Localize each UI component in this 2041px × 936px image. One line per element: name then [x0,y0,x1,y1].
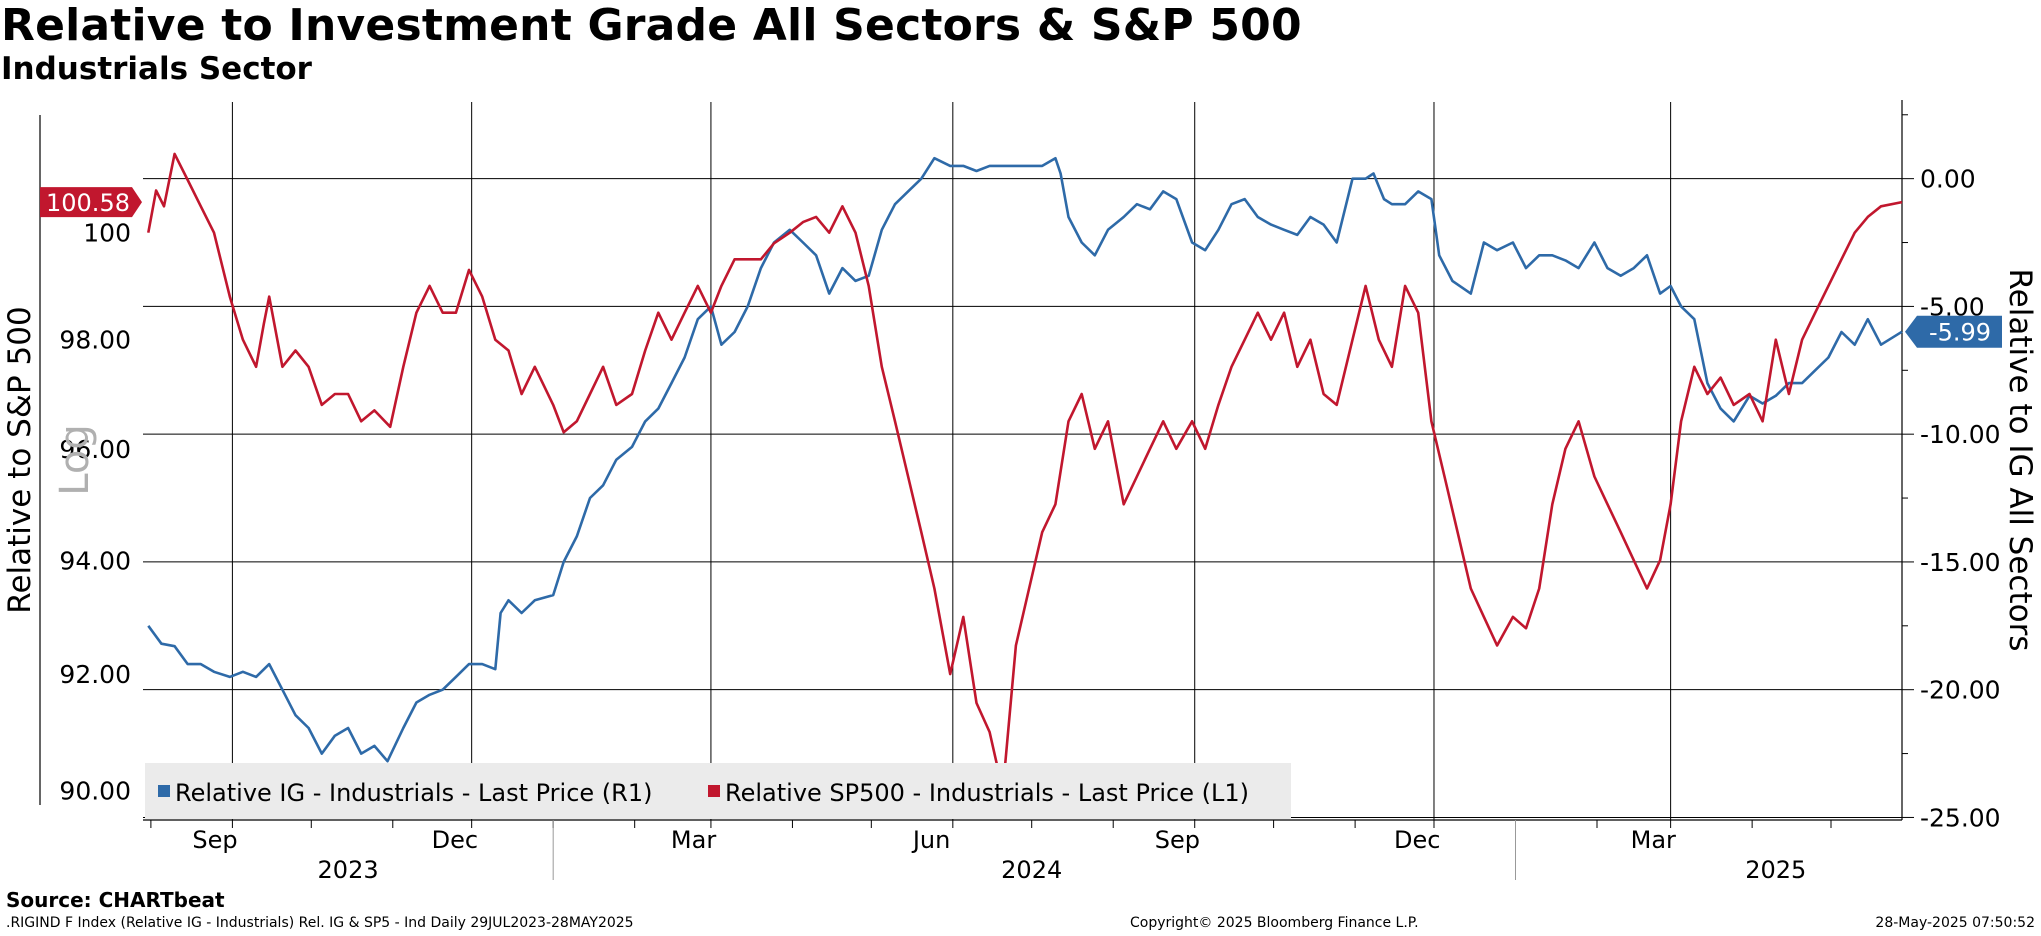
source-label: Source: CHARTbeat [6,888,225,912]
left-tick-label: 92.00 [59,660,131,689]
chart-canvas: 0.00-5.00-10.00-15.00-20.00-25.0090.0092… [2,100,2038,880]
last-value-tag-left [40,187,142,218]
x-tick-label-month: Sep [1155,826,1200,854]
x-tick-label-month: Mar [1631,826,1676,854]
last-value-label-left: 100.58 [46,189,130,217]
left-tick-label: 100 [83,219,131,248]
x-tick-label-month: Mar [671,826,716,854]
chart-title: Relative to Investment Grade All Sectors… [1,0,1302,51]
left-axis-title: Relative to S&P 500 [2,306,38,613]
last-value-tag-right [1905,315,2002,348]
chart-subtitle: Industrials Sector [1,51,312,87]
x-tick-label-month: Jun [911,826,951,854]
right-tick-label: -15.00 [1920,548,2001,577]
left-tick-label: 94.00 [59,546,131,575]
x-tick-label-year: 2024 [1001,856,1062,880]
timestamp: 28-May-2025 07:50:52 [1875,915,2035,931]
left-tick-label: 96.00 [59,435,131,464]
x-tick-label-month: Dec [432,826,478,854]
legend-swatch-relative-ig [158,785,170,797]
copyright-notice: Copyright© 2025 Bloomberg Finance L.P. [1130,915,1419,931]
left-tick-label: 90.00 [59,777,131,806]
last-value-label-right: -5.99 [1929,319,1991,347]
x-tick-label-month: Sep [192,826,237,854]
x-tick-label-year: 2023 [318,856,379,880]
legend-label-relative-sp500: Relative SP500 - Industrials - Last Pric… [725,779,1249,807]
right-tick-label: 0.00 [1920,165,1976,194]
right-axis-title: Relative to IG All Sectors [2002,269,2038,652]
right-tick-label: -10.00 [1920,420,2001,449]
legend-swatch-relative-sp500 [708,785,720,797]
right-tick-label: -20.00 [1920,676,2001,705]
series-line-relative-sp500 [147,152,1903,792]
left-tick-label: 98.00 [59,326,131,355]
series-line-relative-ig [147,156,1903,763]
legend-label-relative-ig: Relative IG - Industrials - Last Price (… [175,779,652,807]
log-scale-watermark: Log [52,424,98,495]
x-tick-label-month: Dec [1394,826,1440,854]
index-description: .RIGIND F Index (Relative IG - Industria… [6,915,634,931]
right-tick-label: -25.00 [1920,803,2001,832]
x-tick-label-year: 2025 [1745,856,1806,880]
